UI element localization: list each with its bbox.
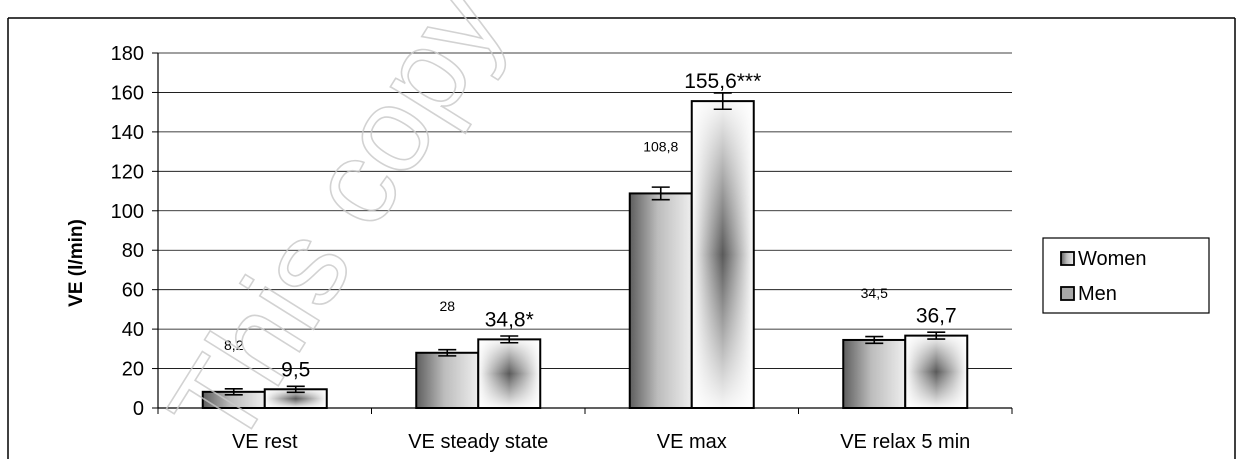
bar-shade — [264, 389, 327, 408]
y-tick-label: 0 — [133, 398, 144, 420]
bar-women — [842, 335, 907, 410]
bar-men — [690, 92, 755, 409]
data-label: 8,2 — [224, 337, 244, 353]
category-label: VE max — [657, 431, 727, 453]
data-label: 36,7 — [916, 305, 957, 328]
bar-fill — [842, 338, 907, 410]
data-label: 34,8* — [485, 308, 534, 331]
y-tick-label: 60 — [122, 280, 144, 302]
bar-shade — [905, 335, 968, 408]
data-label: 28 — [439, 298, 455, 314]
y-tick-label: 160 — [111, 82, 144, 104]
y-tick-label: 140 — [111, 122, 144, 144]
bar-fill — [628, 192, 693, 409]
bar-men — [904, 331, 969, 409]
grid-lines — [152, 52, 1013, 414]
legend: Women Men — [1042, 237, 1210, 314]
legend-swatch-women — [1060, 251, 1075, 266]
y-tick-label: 180 — [111, 43, 144, 65]
bar-men — [263, 385, 328, 409]
bar-women — [628, 186, 693, 409]
data-label: 108,8 — [643, 138, 678, 154]
category-label: VE relax 5 min — [840, 431, 970, 453]
bar-men — [477, 335, 542, 409]
bar-fill — [415, 351, 480, 409]
category-label: VE rest — [232, 431, 298, 453]
bars — [201, 92, 969, 410]
category-labels: VE rest VE steady state VE max VE relax 5 m… — [232, 431, 970, 453]
y-tick-label: 80 — [122, 240, 144, 262]
legend-label-women: Women — [1078, 248, 1147, 270]
y-tick-label: 120 — [111, 161, 144, 183]
y-tick-label: 100 — [111, 201, 144, 223]
y-tick-labels: 0 20 40 60 80 100 120 140 160 180 — [111, 43, 144, 420]
data-label: 9,5 — [281, 358, 310, 381]
legend-swatch-men — [1060, 286, 1075, 301]
bar-shade — [691, 101, 754, 408]
category-label: VE steady state — [408, 431, 548, 453]
data-label: 34,5 — [861, 285, 888, 301]
y-tick-label: 20 — [122, 359, 144, 381]
legend-label-men: Men — [1078, 283, 1117, 305]
data-labels: 8,2 9,5 28 34,8* 108,8 155,6*** 34,5 36,7 — [224, 70, 957, 381]
y-tick-label: 40 — [122, 319, 144, 341]
y-axis-title: VE (l/min) — [66, 219, 87, 307]
bar-women — [201, 388, 266, 410]
bar-shade — [478, 339, 541, 408]
bar-women — [415, 348, 480, 409]
data-label: 155,6*** — [684, 70, 761, 93]
